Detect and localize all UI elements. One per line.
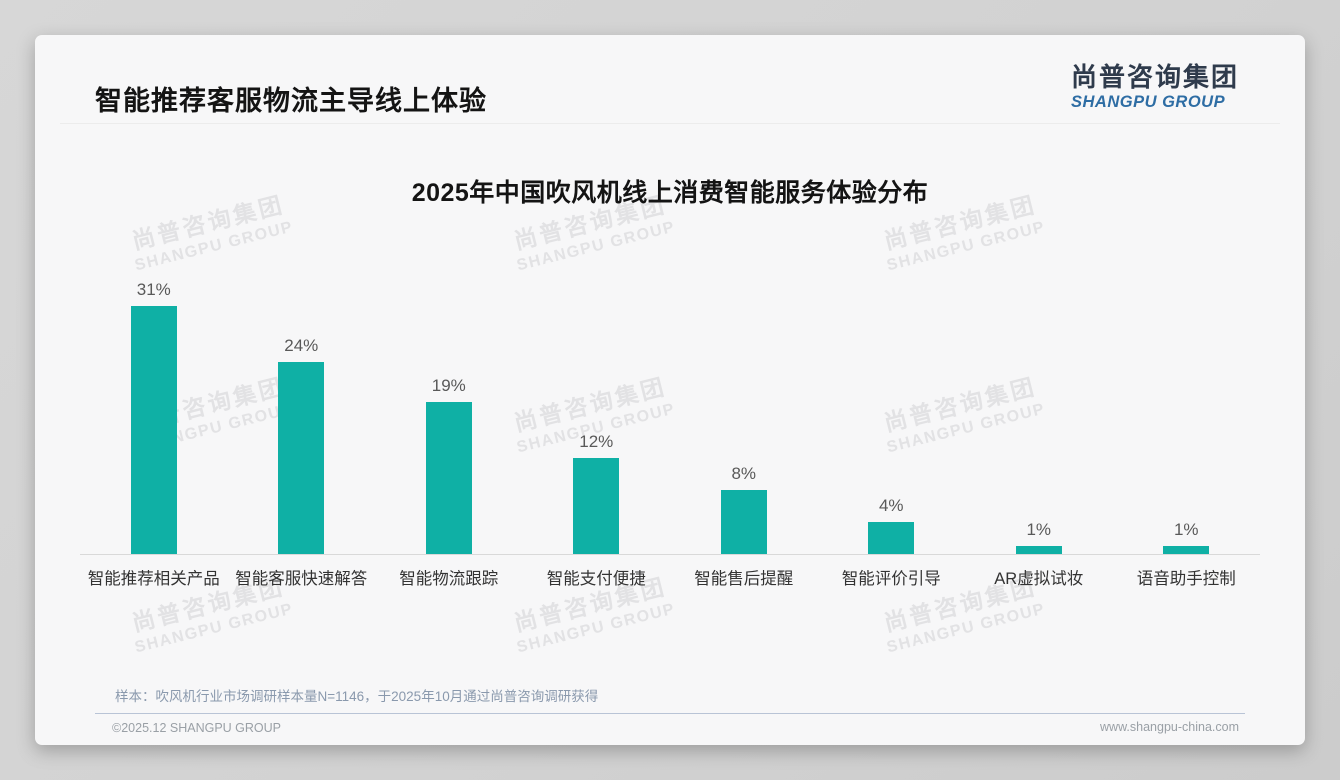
bar (1163, 546, 1210, 554)
bar-value-label: 4% (878, 496, 904, 515)
bar-column: 31% (80, 264, 228, 554)
bar (1015, 546, 1062, 554)
category-label: 智能客服快速解答 (235, 570, 368, 588)
bar-value-label: 1% (1026, 520, 1052, 539)
logo-english-text: SHANGPU GROUP (1070, 92, 1226, 111)
category-label: 智能支付便捷 (546, 570, 646, 588)
page-title: 智能推荐客服物流主导线上体验 (95, 86, 487, 116)
category-axis: 智能推荐相关产品 智能客服快速解答 智能物流跟踪 智能支付便捷 智能售后提醒 智能评价引导… (80, 565, 1260, 589)
category-label: 智能推荐相关产品 (87, 570, 220, 588)
bar-value-label: 8% (731, 464, 757, 483)
bar-value-label: 19% (431, 376, 466, 395)
logo-chinese-text: 尚普咨询集团 (1070, 62, 1239, 92)
bar-column: 8% (670, 264, 818, 554)
header-divider (60, 123, 1280, 124)
company-logo: 尚普咨询集团 SHANGPU GROUP (1070, 62, 1239, 112)
category-label: 智能评价引导 (841, 570, 941, 588)
slide-card: 智能推荐客服物流主导线上体验 尚普咨询集团 SHANGPU GROUP 2025… (35, 35, 1305, 745)
bar-column: 1% (965, 264, 1113, 554)
category-label: 智能售后提醒 (694, 570, 794, 588)
chart-title: 2025年中国吹风机线上消费智能服务体验分布 (411, 179, 929, 207)
footer-divider (95, 713, 1245, 714)
bar-value-label: 12% (579, 432, 614, 451)
bar-value-label: 31% (136, 280, 171, 299)
bar (573, 458, 620, 554)
bar-column: 24% (228, 264, 376, 554)
sample-note: 样本：吹风机行业市场调研样本量N=1146，于2025年10月通过尚普咨询调研获… (115, 689, 599, 704)
bar (130, 306, 177, 554)
bar (868, 522, 915, 554)
bar (425, 402, 472, 554)
bar-column: 12% (523, 264, 671, 554)
bar-column: 1% (1113, 264, 1261, 554)
watermark-english-text: SHANGPU GROUP (133, 600, 296, 657)
bar-column: 19% (375, 264, 523, 554)
watermark-english-text: SHANGPU GROUP (515, 600, 678, 657)
category-label: 语音助手控制 (1136, 570, 1236, 588)
watermark-english-text: SHANGPU GROUP (885, 600, 1048, 657)
bar-value-label: 1% (1173, 520, 1199, 539)
bar-value-label: 24% (284, 336, 319, 355)
bar (278, 362, 325, 554)
category-label: 智能物流跟踪 (399, 570, 499, 588)
footer-website: www.shangpu-china.com (1100, 720, 1239, 734)
bar-chart: 31% 24% 19% 12% 8% 4% 1% 1% (80, 264, 1260, 555)
bar (720, 490, 767, 554)
category-label: AR虚拟试妆 (994, 570, 1084, 588)
bar-column: 4% (818, 264, 966, 554)
footer-copyright: ©2025.12 SHANGPU GROUP (112, 721, 281, 735)
